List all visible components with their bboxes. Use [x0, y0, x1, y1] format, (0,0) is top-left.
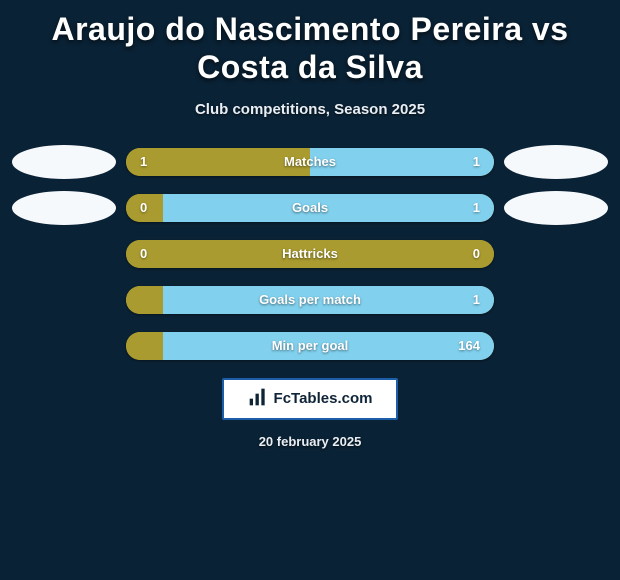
bar-segment-left [126, 286, 163, 314]
bar-segment-right [163, 286, 494, 314]
stat-bar: 01Goals [126, 194, 494, 222]
stat-row: 1Goals per match [12, 286, 608, 314]
avatar-right [504, 191, 608, 225]
avatar-right [504, 145, 608, 179]
stat-bar: 1Goals per match [126, 286, 494, 314]
stat-row: 11Matches [12, 148, 608, 176]
date-text: 20 february 2025 [0, 434, 620, 449]
avatar-slot-left [12, 191, 116, 225]
comparison-chart: 11Matches 01Goals 00Hattricks 1Goals per ma… [0, 148, 620, 360]
bar-segment-left [126, 194, 163, 222]
avatar-left [12, 191, 116, 225]
bar-segment-left [126, 332, 163, 360]
stat-row: 00Hattricks [12, 240, 608, 268]
brand-badge[interactable]: FcTables.com [222, 378, 398, 420]
avatar-slot-right [504, 191, 608, 225]
avatar-left [12, 145, 116, 179]
bar-segment-right [163, 194, 494, 222]
brand-text: FcTables.com [274, 390, 373, 407]
subtitle: Club competitions, Season 2025 [0, 101, 620, 118]
page-title: Araujo do Nascimento Pereira vs Costa da… [0, 0, 620, 87]
bar-segment-left [126, 148, 310, 176]
bar-segment-left [126, 240, 494, 268]
stat-row: 01Goals [12, 194, 608, 222]
bar-segment-right [163, 332, 494, 360]
avatar-slot-right [504, 145, 608, 179]
stat-bar: 00Hattricks [126, 240, 494, 268]
avatar-slot-left [12, 145, 116, 179]
bar-segment-right [310, 148, 494, 176]
stat-bar: 11Matches [126, 148, 494, 176]
stat-bar: 164Min per goal [126, 332, 494, 360]
stat-row: 164Min per goal [12, 332, 608, 360]
chart-bars-icon [248, 387, 268, 411]
